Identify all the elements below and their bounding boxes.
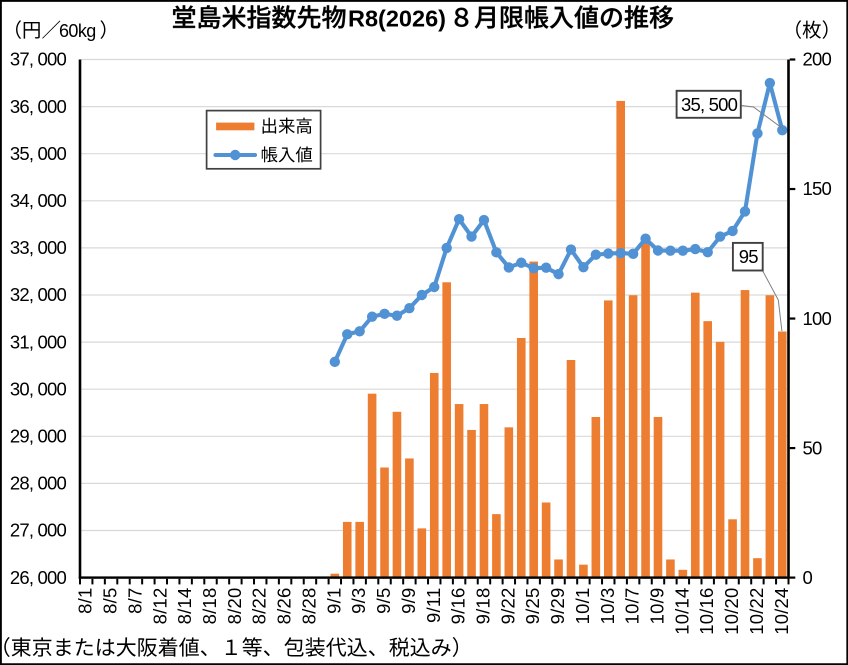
svg-text:30, 000: 30, 000 (10, 378, 67, 399)
svg-text:9/22: 9/22 (497, 588, 518, 625)
svg-text:37, 000: 37, 000 (10, 49, 67, 70)
svg-text:10/16: 10/16 (696, 588, 717, 635)
svg-text:10/7: 10/7 (622, 588, 643, 625)
svg-text:8/20: 8/20 (224, 588, 245, 625)
svg-text:60kg: 60kg (59, 21, 96, 41)
svg-text:9/29: 9/29 (547, 588, 568, 625)
svg-text:35, 000: 35, 000 (10, 143, 67, 164)
svg-text:0: 0 (803, 567, 813, 588)
svg-text:8/7: 8/7 (124, 588, 145, 614)
svg-text:200: 200 (803, 49, 832, 70)
svg-text:10/22: 10/22 (746, 588, 767, 635)
svg-text:10/24: 10/24 (771, 588, 792, 635)
svg-text:34, 000: 34, 000 (10, 190, 67, 211)
svg-text:R8(2026): R8(2026) (348, 6, 446, 32)
svg-text:8/22: 8/22 (249, 588, 270, 625)
svg-text:10/1: 10/1 (572, 588, 593, 625)
svg-text:10/14: 10/14 (671, 588, 692, 635)
svg-text:8/18: 8/18 (199, 588, 220, 625)
svg-text:9/5: 9/5 (373, 588, 394, 614)
svg-text:9/18: 9/18 (472, 588, 493, 625)
svg-text:9/25: 9/25 (522, 588, 543, 625)
svg-text:8/26: 8/26 (274, 588, 295, 625)
svg-text:8/1: 8/1 (75, 588, 96, 614)
svg-text:8/12: 8/12 (149, 588, 170, 625)
svg-text:150: 150 (803, 178, 832, 199)
svg-text:29, 000: 29, 000 (10, 426, 67, 447)
svg-text:9/9: 9/9 (398, 588, 419, 614)
svg-text:27, 000: 27, 000 (10, 520, 67, 541)
svg-text:9/11: 9/11 (423, 588, 444, 623)
svg-text:31, 000: 31, 000 (10, 331, 67, 352)
svg-text:10/3: 10/3 (597, 588, 618, 625)
svg-text:50: 50 (803, 437, 822, 458)
svg-text:8/28: 8/28 (298, 588, 319, 625)
svg-text:28, 000: 28, 000 (10, 473, 67, 494)
svg-text:10/9: 10/9 (646, 588, 667, 625)
svg-text:100: 100 (803, 308, 832, 329)
svg-text:36, 000: 36, 000 (10, 96, 67, 117)
svg-text:35, 500: 35, 500 (681, 94, 738, 115)
svg-text:33, 000: 33, 000 (10, 237, 67, 258)
svg-text:8/14: 8/14 (174, 588, 195, 625)
svg-text:9/3: 9/3 (348, 588, 369, 614)
svg-text:32, 000: 32, 000 (10, 284, 67, 305)
svg-text:9/16: 9/16 (448, 588, 469, 625)
svg-text:8/5: 8/5 (100, 588, 121, 614)
svg-text:10/20: 10/20 (721, 588, 742, 635)
svg-text:95: 95 (739, 246, 758, 267)
svg-text:9/1: 9/1 (323, 588, 344, 614)
svg-text:26, 000: 26, 000 (10, 567, 67, 588)
